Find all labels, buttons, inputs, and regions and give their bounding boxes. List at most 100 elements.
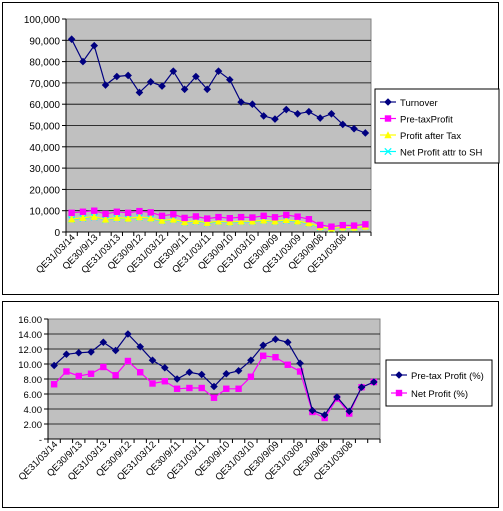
data-point [124,209,132,217]
data-point [210,394,218,401]
data-point [90,212,98,220]
data-point [203,85,212,94]
legend-marker [395,389,403,397]
y-tick-label: 10.00 [18,360,42,371]
data-point [272,354,279,361]
legend [374,88,500,164]
data-point [158,212,166,220]
legend-label: Net Profit attr to SH [400,148,482,159]
data-point [259,352,267,359]
series-markers [67,35,370,137]
data-point [226,218,234,226]
data-point [100,363,107,371]
legend-label: Pre-taxProfit [400,115,453,126]
data-point [222,369,231,378]
data-point [259,112,268,120]
data-point [305,216,313,223]
data-point [170,211,177,218]
data-point [293,109,302,118]
data-point [248,100,257,108]
y-tick-label: 10,000 [29,207,60,218]
legend-label: Pre-tax Profit (%) [411,371,484,382]
data-point [316,221,324,229]
data-point [136,207,143,215]
data-point [226,214,233,222]
data-point [148,356,157,365]
data-point [147,214,155,222]
y-tick-label: 6.00 [24,390,43,401]
data-point [234,366,243,375]
data-point [271,335,280,344]
y-tick-label: 90,000 [29,36,60,47]
data-point [203,218,211,226]
data-point [91,207,98,214]
data-point [328,223,335,230]
data-point [271,214,279,221]
data-point [362,221,369,228]
data-point [235,385,242,392]
legend-marker [384,115,392,122]
y-tick-label: 60,000 [29,100,60,111]
y-tick-label: 40,000 [29,143,60,154]
data-point [210,382,218,391]
data-point [124,357,132,365]
data-point [67,35,76,44]
data-point [158,216,166,224]
data-point [320,411,329,419]
data-point [237,98,245,106]
data-point [79,208,87,215]
data-point [283,211,290,219]
data-point [248,217,257,225]
legend-marker [384,98,392,106]
y-tick-label: 2.00 [24,420,43,431]
data-point [101,215,110,223]
data-point [79,57,87,66]
legend [385,359,493,407]
legend-marker [395,371,403,379]
y-tick-label: 30,000 [29,164,60,175]
y-tick-label: 20,000 [29,185,60,196]
y-tick-label: 80,000 [29,58,60,69]
data-point [339,221,346,229]
y-tick-label: 14.00 [18,330,42,341]
legend-label: Profit after Tax [400,131,461,142]
data-point [124,214,132,222]
data-point [113,208,121,215]
data-point [247,373,255,380]
data-point [161,363,169,372]
data-point [327,109,336,118]
data-point [161,378,169,385]
data-point [284,361,291,368]
y-tick-label: - [39,435,42,446]
data-point [282,216,290,224]
profit-margin-chart: -2.00 4.00 6.00 8.00 10.00 12.00 14.00 16.00 QE3… [2,301,499,508]
data-point [147,209,154,216]
data-point [124,330,132,338]
data-point [102,210,109,218]
data-point [87,348,95,356]
data-point [68,209,75,217]
data-point [90,41,99,50]
data-point [50,381,58,388]
data-point [370,378,378,386]
data-point [283,338,292,347]
data-point [305,219,313,227]
data-point [192,213,200,220]
data-point [180,85,189,94]
data-point [135,213,144,221]
data-point [169,215,178,223]
data-point [260,212,267,220]
data-point [305,107,313,116]
data-point [338,120,347,129]
y-tick-label: 100,000 [24,15,61,26]
data-point [192,72,200,81]
y-tick-label: 50,000 [29,122,60,133]
data-point [225,75,234,84]
data-point [186,384,193,392]
data-point [111,346,120,355]
data-point [149,380,156,387]
data-point [180,218,189,226]
data-point [112,372,119,379]
data-point [146,78,155,86]
data-point [259,216,268,224]
